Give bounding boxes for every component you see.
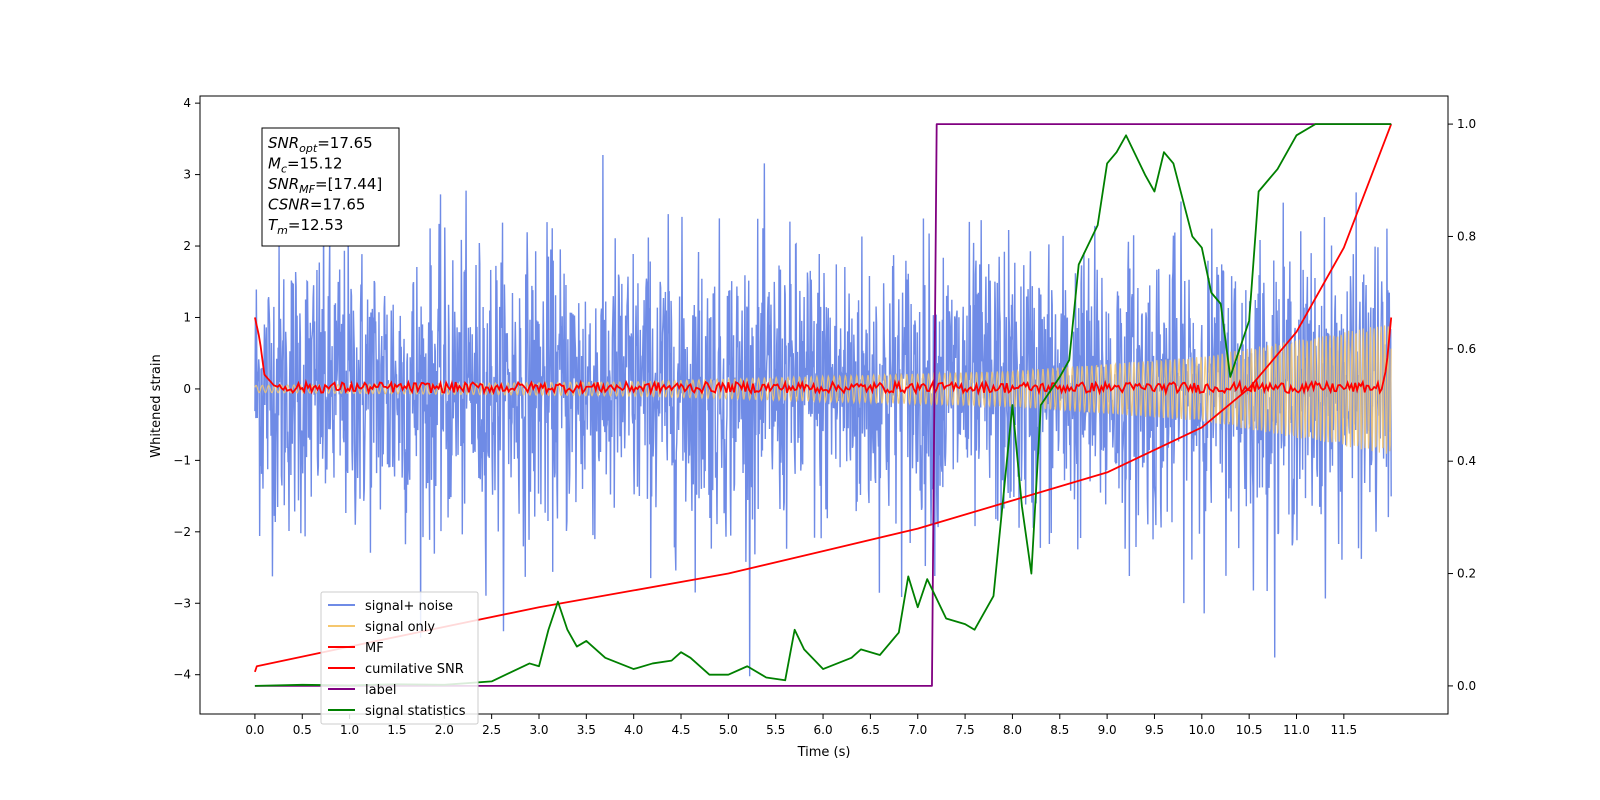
x-tick-label: 11.5	[1330, 723, 1357, 737]
annotation-box: SNRopt=17.65Mc=15.12SNRMF=[17.44]CSNR=17…	[261, 127, 400, 247]
x-tick-label: 6.0	[814, 723, 833, 737]
x-tick-label: 8.0	[1003, 723, 1022, 737]
x-tick-label: 1.5	[387, 723, 406, 737]
y2-tick-label: 0.6	[1457, 342, 1476, 356]
annotation-frame	[261, 127, 400, 247]
y-tick-label: 3	[183, 168, 191, 182]
legend-entry: signal statistics	[365, 704, 466, 719]
annotation-line: Mc=15.12	[268, 155, 343, 176]
y-tick-label: −3	[173, 596, 191, 610]
x-tick-label: 7.5	[956, 723, 975, 737]
y2-tick-label: 0.0	[1457, 679, 1476, 693]
x-tick-label: 9.5	[1145, 723, 1164, 737]
y-tick-label: 2	[183, 239, 191, 253]
x-tick-label: 2.5	[482, 723, 501, 737]
legend-entry: label	[365, 683, 396, 698]
y-tick-label: 0	[183, 382, 191, 396]
y2-tick-label: 0.4	[1457, 454, 1476, 468]
annotation-line: SNRopt=17.65	[268, 134, 373, 155]
x-tick-label: 0.0	[245, 723, 264, 737]
x-tick-label: 6.5	[861, 723, 880, 737]
y2-tick-label: 0.8	[1457, 229, 1476, 243]
x-tick-label: 4.0	[624, 723, 643, 737]
legend-frame	[320, 591, 479, 725]
x-tick-label: 4.5	[671, 723, 690, 737]
legend-entry: signal+ noise	[365, 599, 453, 614]
y-tick-label: −4	[173, 668, 191, 682]
annotation-line: Tm=12.53	[268, 216, 343, 237]
y-tick-label: 1	[183, 310, 191, 324]
x-tick-label: 8.5	[1050, 723, 1069, 737]
annotation-line: CSNR=17.65	[268, 196, 365, 214]
legend-entry: cumilative SNR	[365, 662, 464, 677]
legend: signal+ noise signal only MF cumilative SNR…	[320, 591, 479, 725]
x-tick-label: 2.0	[435, 723, 454, 737]
x-tick-label: 10.0	[1188, 723, 1215, 737]
x-tick-label: 10.5	[1236, 723, 1263, 737]
x-tick-label: 3.0	[529, 723, 548, 737]
y2-tick-label: 1.0	[1457, 117, 1476, 131]
x-tick-label: 9.0	[1098, 723, 1117, 737]
legend-entry: signal only	[365, 620, 435, 635]
x-tick-label: 5.0	[719, 723, 738, 737]
series-mf	[254, 317, 1393, 397]
x-tick-label: 3.5	[577, 723, 596, 737]
y-tick-label: 4	[183, 96, 191, 110]
x-tick-label: 1.0	[340, 723, 359, 737]
series-signal-statistics	[254, 123, 1392, 687]
x-tick-label: 11.0	[1283, 723, 1310, 737]
y-tick-label: −1	[173, 453, 191, 467]
x-tick-label: 0.5	[293, 723, 312, 737]
x-tick-label: 5.5	[766, 723, 785, 737]
y-tick-label: −2	[173, 525, 191, 539]
y2-tick-label: 0.2	[1457, 567, 1476, 581]
series-label	[254, 123, 1392, 687]
legend-entry: MF	[365, 641, 384, 656]
axes: 0.0 0.5 1.0 1.5 2.0 2.5 3.0 3.5 4.0 4.5 5.0 5.5 6.0 6…	[173, 96, 1476, 737]
axes-frame	[199, 95, 1449, 715]
x-tick-label: 7.0	[908, 723, 927, 737]
x-axis-label: Time (s)	[797, 745, 851, 760]
series-signal-only	[254, 325, 1392, 454]
annotation-line: SNRMF=[17.44]	[268, 175, 382, 196]
y-axis-label: Whitened strain	[149, 354, 164, 457]
